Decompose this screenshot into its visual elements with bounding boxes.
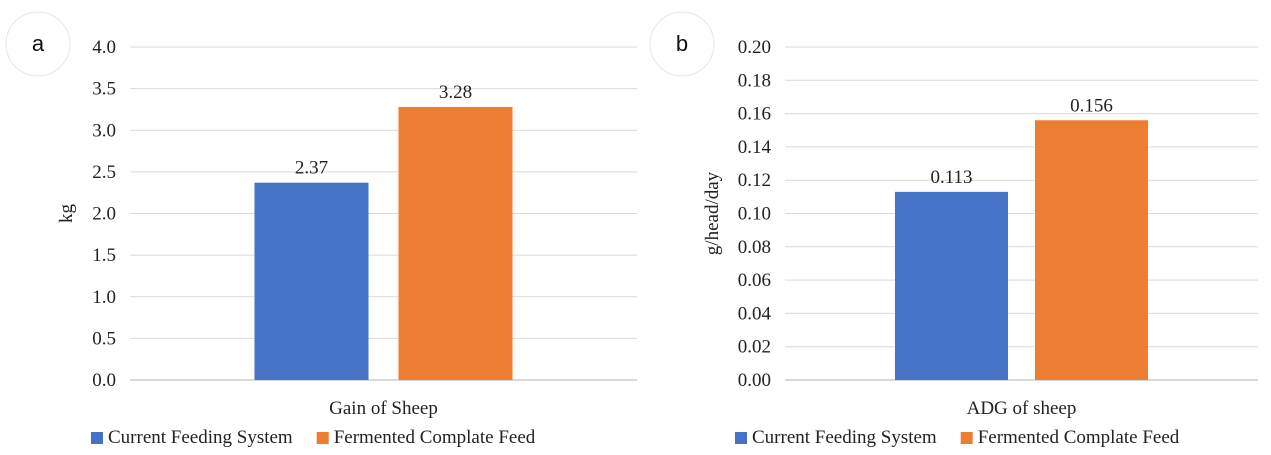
y-tick-label: 0.5: [92, 328, 116, 349]
y-tick-label: 0.20: [738, 37, 771, 58]
y-axis-label: kg: [56, 204, 77, 224]
y-tick-label: 0.00: [738, 370, 771, 391]
x-category-label: ADG of sheep: [967, 398, 1077, 419]
data-label: 0.156: [1070, 95, 1113, 116]
legend: Current Feeding System Fermented Complate…: [91, 427, 536, 448]
data-label: 3.28: [439, 82, 472, 103]
y-tick-label: 0.12: [738, 170, 771, 191]
bar-fermented-complate-feed: [1035, 120, 1148, 380]
y-tick-label: 1.5: [92, 245, 116, 266]
y-tick-label: 0.06: [738, 270, 771, 291]
y-tick-label: 0.18: [738, 70, 771, 91]
chart-panel-b: b 0.00 0.02 0.04 0.06 0.08 0.10 0.12 0.14 0.16 0.1…: [649, 11, 1258, 448]
y-tick-label: 4.0: [92, 37, 116, 58]
legend-swatch: [960, 432, 973, 444]
chart-panel-a: a 0.0 0.5 1.0 1.5 2.0 2.5 3.0 3.5 4.0 kg 2.37 3.28 Ga…: [5, 11, 637, 448]
panel-badge-b: [649, 11, 715, 77]
y-tick-label: 0.04: [738, 303, 772, 324]
legend: Current Feeding System Fermented Complate…: [735, 427, 1180, 448]
legend-swatch: [735, 432, 747, 444]
panel-badge-a: [5, 11, 71, 77]
bar-fermented-complate-feed: [398, 106, 513, 380]
y-tick-label: 1.0: [92, 287, 116, 308]
legend-swatch: [316, 432, 329, 444]
legend-entry: Current Feeding System: [752, 427, 937, 448]
legend-entry: Current Feeding System: [108, 427, 293, 448]
panel-label-a: a: [32, 31, 45, 56]
y-axis-label: g/head/day: [702, 171, 723, 255]
y-tick-label: 0.10: [738, 204, 771, 225]
legend-entry: Fermented Complate Feed: [334, 427, 536, 448]
y-tick-label: 0.0: [92, 370, 116, 391]
bar-current-feeding-system: [895, 191, 1008, 380]
y-tick-label: 0.02: [738, 337, 771, 358]
legend-swatch: [91, 432, 103, 444]
legend-entry: Fermented Complate Feed: [978, 427, 1180, 448]
bar-current-feeding-system: [254, 182, 369, 380]
panel-label-b: b: [676, 31, 688, 56]
x-category-label: Gain of Sheep: [329, 398, 438, 419]
y-tick-label: 3.5: [92, 79, 116, 100]
y-tick-label: 2.0: [92, 204, 116, 225]
y-tick-label: 0.08: [738, 237, 771, 258]
y-tick-label: 3.0: [92, 120, 116, 141]
y-tick-label: 0.14: [738, 137, 772, 158]
y-tick-label: 2.5: [92, 162, 116, 183]
data-label: 0.113: [930, 167, 972, 188]
y-tick-label: 0.16: [738, 104, 771, 125]
data-label: 2.37: [295, 158, 328, 179]
